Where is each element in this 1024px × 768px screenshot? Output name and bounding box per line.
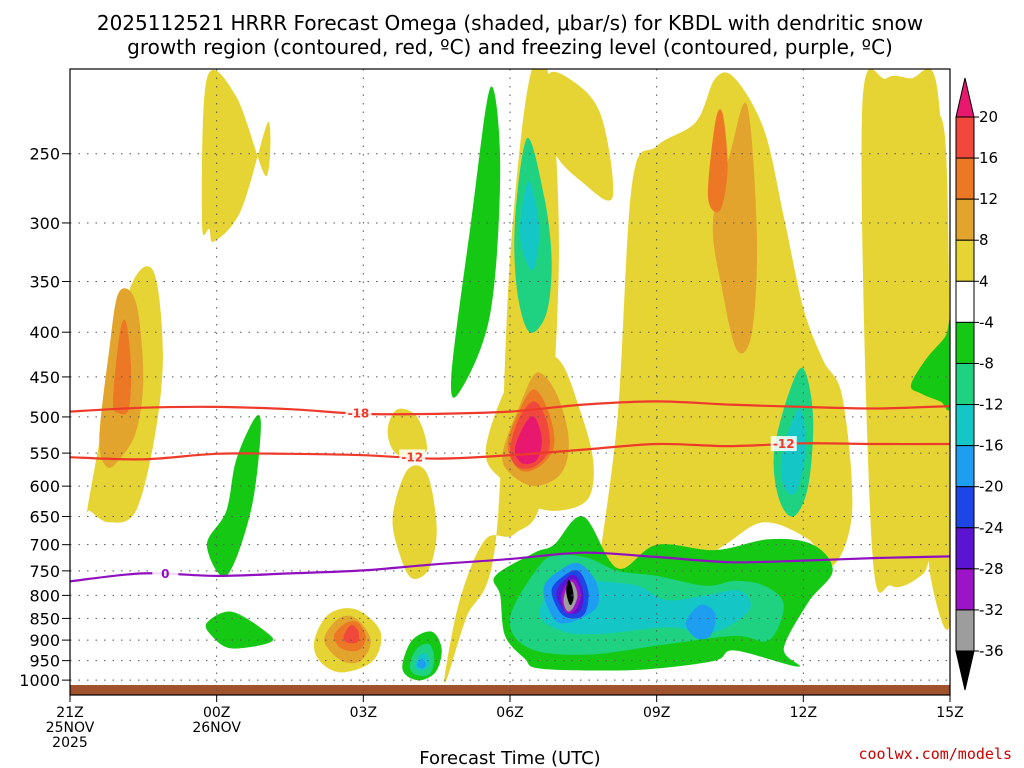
colorbar-label-12: -32 bbox=[979, 601, 1004, 619]
omega-region-9-4 bbox=[387, 408, 428, 460]
y-tick-500: 500 bbox=[29, 408, 60, 427]
colorbar-label-1: 16 bbox=[979, 149, 998, 167]
y-tick-400: 400 bbox=[29, 323, 60, 342]
freezing-level-contour-label-bg-0 bbox=[152, 566, 179, 582]
omega-region-15-20 bbox=[514, 416, 542, 465]
y-tick-800: 800 bbox=[29, 586, 60, 605]
omega-region-42-neg4 bbox=[205, 611, 274, 649]
omega-region-43-neg4 bbox=[910, 319, 950, 411]
colorbar-swatch-6 bbox=[955, 362, 975, 406]
colorbar-swatch-2 bbox=[955, 198, 975, 241]
y-tick-250: 250 bbox=[29, 145, 60, 164]
colorbar-swatch-3 bbox=[955, 239, 975, 282]
freezing-level-contour bbox=[70, 551, 950, 583]
colorbar-swatch-5 bbox=[955, 321, 975, 364]
x-tick-0-line-1: 21Z bbox=[56, 705, 83, 721]
y-tick-950: 950 bbox=[29, 652, 60, 671]
y-tick-550: 550 bbox=[29, 444, 60, 463]
colorbar-label-5: -4 bbox=[979, 313, 994, 331]
omega-region-22-neg4 bbox=[206, 415, 261, 577]
plot-area: -18 -12 -12 0 bbox=[70, 69, 950, 695]
omega-region-8-4 bbox=[392, 465, 437, 580]
freezing-level-contour-label-0: 0 bbox=[161, 567, 169, 581]
colorbar-label-6: -8 bbox=[979, 354, 994, 372]
dgz-contour-neg12-label-1: -12 bbox=[773, 437, 795, 451]
dgz-contour-neg12-label-bg-1 bbox=[770, 436, 797, 452]
omega-region-19-12 bbox=[707, 109, 728, 213]
y-tick-600: 600 bbox=[29, 477, 60, 496]
colorbar-label-13: -36 bbox=[979, 642, 1004, 660]
y-tick-450: 450 bbox=[29, 368, 60, 387]
colorbar-label-10: -24 bbox=[979, 519, 1004, 537]
omega-region-2-12 bbox=[112, 319, 132, 415]
omega-shading bbox=[85, 69, 950, 683]
omega-region-31-neg16 bbox=[685, 604, 716, 640]
colorbar-bottom-triangle bbox=[955, 650, 975, 691]
colorbar: 20 16 12 8 4 -4 -8 -12 -16 -20 -24 -28 -32 -36 bbox=[955, 77, 1004, 691]
x-tick-0-line-2: 25NOV bbox=[46, 720, 95, 736]
colorbar-swatch-12 bbox=[955, 609, 975, 652]
x-tick-1-line-1: 00Z bbox=[203, 705, 230, 721]
dgz-contour-neg18-label-0: -18 bbox=[348, 407, 370, 421]
x-tick-5-line-1: 12Z bbox=[790, 705, 817, 721]
colorbar-label-0: 20 bbox=[979, 108, 998, 126]
omega-region-18-8 bbox=[712, 102, 758, 354]
dgz-contour-neg12 bbox=[70, 442, 950, 461]
temperature-contours: -18 -12 -12 0 bbox=[70, 400, 950, 583]
x-tick-1-line-2: 26NOV bbox=[192, 720, 241, 736]
x-axis-label: Forecast Time (UTC) bbox=[419, 748, 600, 768]
colorbar-swatch-11 bbox=[955, 568, 975, 611]
colorbar-swatch-10 bbox=[955, 527, 975, 570]
y-tick-650: 650 bbox=[29, 508, 60, 527]
chart-title-line-2: growth region (contoured, red, ºC) and f… bbox=[127, 35, 893, 59]
x-tick-6-line-1: 15Z bbox=[936, 705, 963, 721]
x-tick-2-line-1: 03Z bbox=[350, 705, 377, 721]
y-tick-300: 300 bbox=[29, 214, 60, 233]
y-tick-850: 850 bbox=[29, 609, 60, 628]
colorbar-label-11: -28 bbox=[979, 560, 1004, 578]
colorbar-swatch-0 bbox=[955, 116, 975, 159]
dgz-contour-neg12-label-0: -12 bbox=[401, 450, 423, 464]
y-tick-1000: 1000 bbox=[19, 671, 60, 690]
colorbar-label-7: -12 bbox=[979, 396, 1004, 414]
dgz-contour-neg18 bbox=[70, 400, 950, 416]
y-tick-700: 700 bbox=[29, 536, 60, 555]
y-tick-900: 900 bbox=[29, 631, 60, 650]
colorbar-label-2: 12 bbox=[979, 190, 998, 208]
dgz-contour-neg18-label-bg-0 bbox=[345, 405, 372, 421]
x-tick-4-line-1: 09Z bbox=[643, 705, 670, 721]
y-tick-750: 750 bbox=[29, 562, 60, 581]
x-tick-3-line-1: 06Z bbox=[496, 705, 523, 721]
omega-region-26-neg12 bbox=[519, 181, 540, 271]
colorbar-swatch-1 bbox=[955, 157, 975, 200]
colorbar-label-4: 4 bbox=[979, 272, 989, 290]
chart-title-line-1: 2025112521 HRRR Forecast Omega (shaded, … bbox=[97, 11, 923, 35]
omega-region-3-4 bbox=[201, 69, 271, 243]
colorbar-swatch-4 bbox=[955, 280, 975, 323]
colorbar-swatch-7 bbox=[955, 404, 975, 447]
dgz-contour-neg12-label-bg-0 bbox=[399, 449, 426, 465]
colorbar-swatch-8 bbox=[955, 445, 975, 488]
omega-region-37-neg36 bbox=[566, 579, 574, 606]
colorbar-label-9: -20 bbox=[979, 478, 1004, 496]
omega-region-23-neg4 bbox=[450, 86, 501, 398]
colorbar-swatch-9 bbox=[955, 486, 975, 529]
colorbar-label-3: 8 bbox=[979, 231, 989, 249]
omega-region-28-neg12 bbox=[780, 408, 806, 495]
credit-link[interactable]: coolwx.com/models bbox=[858, 745, 1012, 763]
y-tick-350: 350 bbox=[29, 272, 60, 291]
y-axis: 250 300 350 400 450 500 550 600 650 700 750 800 850 9… bbox=[19, 145, 70, 690]
colorbar-label-8: -16 bbox=[979, 437, 1004, 455]
omega-region-16-4 bbox=[545, 71, 614, 201]
x-tick-0-line-3: 2025 bbox=[52, 735, 88, 751]
colorbar-top-triangle bbox=[955, 77, 975, 118]
omega-region-7-16 bbox=[343, 624, 360, 644]
